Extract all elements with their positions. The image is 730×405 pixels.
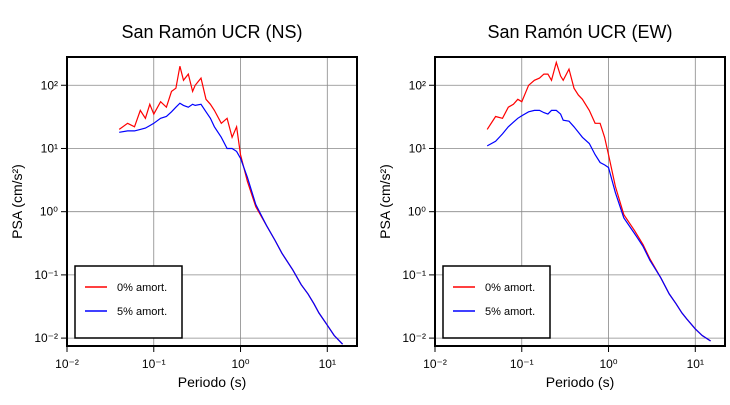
x-tick-label: 10⁻¹	[142, 357, 166, 371]
legend-label: 5% amort.	[117, 306, 167, 318]
y-tick-label: 10⁻¹	[34, 268, 58, 282]
x-tick-label: 10¹	[687, 357, 704, 371]
x-tick-label: 10⁰	[599, 357, 617, 371]
y-tick-label: 10⁰	[408, 205, 426, 219]
chart-title: San Ramón UCR (EW)	[487, 22, 672, 42]
y-tick-label: 10⁻²	[402, 331, 426, 345]
y-tick-label: 10²	[409, 78, 426, 92]
x-tick-label: 10⁰	[231, 357, 249, 371]
series-line	[486, 109, 711, 342]
y-tick-label: 10²	[41, 78, 58, 92]
legend-label: 0% amort.	[117, 282, 167, 294]
x-tick-label: 10⁻¹	[510, 357, 534, 371]
x-axis-label: Periodo (s)	[178, 374, 246, 390]
x-tick-label: 10⁻²	[55, 357, 79, 371]
y-tick-label: 10⁻²	[34, 331, 58, 345]
y-axis-label: PSA (cm/s²)	[377, 164, 393, 239]
y-tick-label: 10¹	[41, 141, 58, 155]
legend-box	[442, 265, 551, 339]
x-tick-label: 10¹	[319, 357, 336, 371]
x-axis-label: Periodo (s)	[546, 374, 614, 390]
plot-frame	[66, 56, 358, 347]
x-tick-label: 10⁻²	[423, 357, 447, 371]
y-tick-label: 10⁻¹	[402, 268, 426, 282]
legend-box	[74, 265, 183, 339]
legend-label: 0% amort.	[485, 282, 535, 294]
plot-frame	[434, 56, 726, 347]
series-line	[119, 102, 344, 345]
y-tick-label: 10¹	[409, 141, 426, 155]
legend-label: 5% amort.	[485, 306, 535, 318]
chart-title: San Ramón UCR (NS)	[121, 22, 302, 42]
y-tick-label: 10⁰	[40, 205, 58, 219]
y-axis-label: PSA (cm/s²)	[9, 164, 25, 239]
